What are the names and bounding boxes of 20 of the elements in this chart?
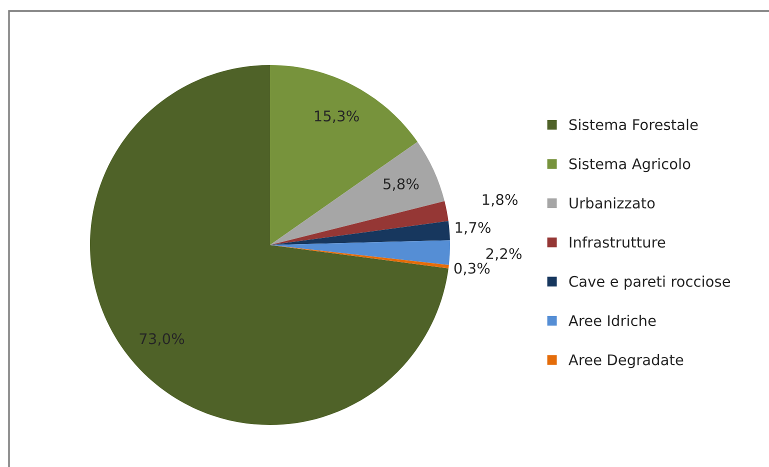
pie-slice	[270, 221, 450, 245]
legend-label: Aree Idriche	[568, 314, 656, 326]
data-label: 1,8%	[482, 194, 518, 207]
legend-label: Sistema Agricolo	[569, 158, 690, 172]
data-label: 5,8%	[384, 178, 419, 191]
data-label: 15,3%	[314, 110, 359, 124]
pie-slice	[270, 240, 450, 266]
legend-label: Infrastrutture	[570, 236, 666, 248]
legend-label: Urbanizzato	[570, 197, 655, 209]
legend-label: Cave e pareti rocciose	[569, 276, 730, 290]
legend-label: Aree Degradate	[568, 354, 684, 368]
legend-label: Sistema Forestale	[569, 118, 698, 130]
data-label: 73,0%	[140, 333, 184, 346]
pie-slice	[90, 65, 448, 425]
pie-slice	[270, 201, 448, 245]
data-label: 1,7%	[456, 222, 490, 234]
data-label: 2,2%	[486, 248, 522, 261]
data-label: 0,3%	[454, 262, 490, 276]
pie-slice	[270, 142, 445, 245]
pie-slice	[270, 65, 418, 245]
